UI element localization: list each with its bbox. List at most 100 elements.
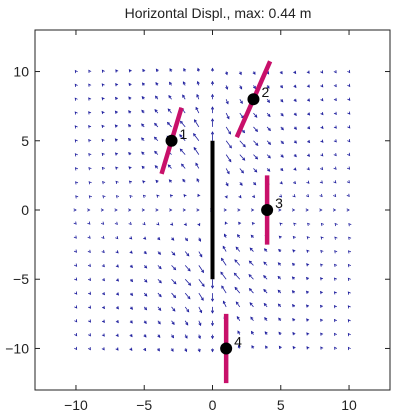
displacement-arrow — [347, 125, 351, 129]
displacement-arrow — [332, 208, 337, 212]
displacement-arrow — [334, 236, 338, 240]
displacement-arrow — [73, 208, 77, 212]
displacement-arrow — [333, 193, 337, 198]
displacement-arrow — [143, 265, 148, 269]
displacement-arrow — [101, 110, 105, 115]
displacement-arrow — [320, 153, 324, 157]
displacement-arrow — [347, 346, 351, 351]
displacement-arrow — [306, 153, 311, 157]
displacement-arrow — [319, 180, 323, 184]
displacement-arrow — [266, 85, 270, 89]
displacement-arrow — [128, 208, 132, 212]
displacement-arrow — [167, 164, 172, 169]
displacement-arrow — [347, 332, 351, 337]
displacement-arrow — [74, 305, 78, 309]
displacement-arrow — [142, 82, 146, 86]
displacement-arrow — [115, 96, 119, 101]
displacement-arrow — [334, 222, 338, 227]
displacement-arrow — [253, 154, 259, 160]
displacement-arrow — [319, 208, 323, 212]
displacement-arrow — [143, 236, 147, 240]
displacement-arrow — [129, 250, 133, 254]
displacement-arrow — [306, 84, 310, 88]
displacement-arrow — [225, 85, 229, 90]
displacement-arrow — [142, 68, 146, 73]
displacement-arrow — [225, 112, 230, 120]
displacement-arrow — [129, 320, 133, 324]
axis-ticks — [35, 30, 390, 390]
displacement-arrow — [115, 195, 120, 199]
y-tick-label: 5 — [21, 133, 29, 149]
displacement-arrow — [238, 221, 242, 225]
displacement-arrow — [157, 278, 162, 284]
station-label: 4 — [234, 333, 242, 349]
displacement-arrow — [153, 136, 159, 142]
displacement-arrow — [88, 291, 92, 295]
displacement-arrow — [348, 250, 352, 254]
displacement-arrow — [278, 235, 282, 239]
displacement-arrow — [88, 195, 92, 199]
displacement-arrow — [129, 278, 134, 283]
displacement-arrow — [333, 180, 337, 184]
station-label: 2 — [261, 84, 269, 100]
displacement-arrow — [320, 84, 324, 88]
displacement-arrow — [128, 123, 132, 128]
displacement-arrow — [154, 150, 159, 155]
displacement-arrow — [115, 69, 119, 73]
displacement-arrow — [305, 276, 310, 281]
displacement-arrow — [87, 249, 91, 253]
displacement-arrow — [293, 167, 297, 171]
displacement-arrow — [184, 278, 192, 286]
displacement-arrow — [171, 251, 176, 256]
displacement-arrow — [237, 208, 241, 212]
displacement-arrow — [75, 195, 79, 199]
displacement-arrow — [306, 167, 310, 171]
displacement-arrow — [154, 165, 159, 169]
displacement-arrow — [292, 194, 296, 198]
displacement-arrow — [115, 306, 119, 310]
displacement-arrow — [101, 264, 105, 268]
displacement-arrow — [234, 259, 241, 266]
displacement-arrow — [115, 319, 119, 324]
displacement-arrow — [292, 235, 296, 240]
displacement-arrow — [196, 93, 200, 100]
displacement-arrow — [198, 320, 202, 327]
displacement-arrow — [128, 152, 132, 156]
displacement-arrow — [291, 276, 296, 280]
displacement-arrow — [101, 138, 105, 142]
displacement-arrow — [320, 222, 324, 227]
displacement-arrow — [155, 81, 159, 86]
displacement-arrow — [225, 182, 229, 187]
displacement-arrow — [278, 208, 282, 212]
displacement-arrow — [307, 222, 311, 226]
displacement-arrow — [277, 262, 282, 266]
displacement-arrow — [239, 112, 244, 119]
displacement-arrow — [307, 112, 311, 116]
displacement-arrow — [169, 194, 174, 198]
displacement-arrow — [195, 162, 200, 169]
displacement-arrow — [157, 251, 162, 255]
displacement-arrow — [251, 221, 255, 226]
displacement-arrow — [88, 319, 92, 323]
displacement-arrow — [293, 126, 297, 130]
displacement-arrow — [347, 277, 351, 281]
displacement-arrow — [128, 180, 133, 184]
displacement-arrow — [253, 112, 258, 118]
station-4: 4 — [220, 313, 242, 384]
displacement-arrow — [293, 140, 297, 144]
displacement-arrow — [87, 208, 91, 212]
displacement-arrow — [239, 99, 243, 105]
displacement-arrow — [184, 334, 188, 339]
displacement-arrow — [263, 248, 268, 252]
displacement-arrow — [250, 330, 254, 335]
displacement-arrow — [157, 306, 162, 311]
displacement-arrow — [239, 140, 246, 148]
displacement-arrow — [183, 67, 187, 72]
station-label: 3 — [275, 195, 283, 211]
displacement-arrow — [101, 249, 105, 254]
displacement-arrow — [101, 333, 105, 337]
displacement-arrow — [197, 193, 201, 198]
displacement-arrow — [171, 265, 177, 271]
displacement-arrow — [142, 222, 146, 226]
displacement-arrow — [250, 316, 254, 322]
